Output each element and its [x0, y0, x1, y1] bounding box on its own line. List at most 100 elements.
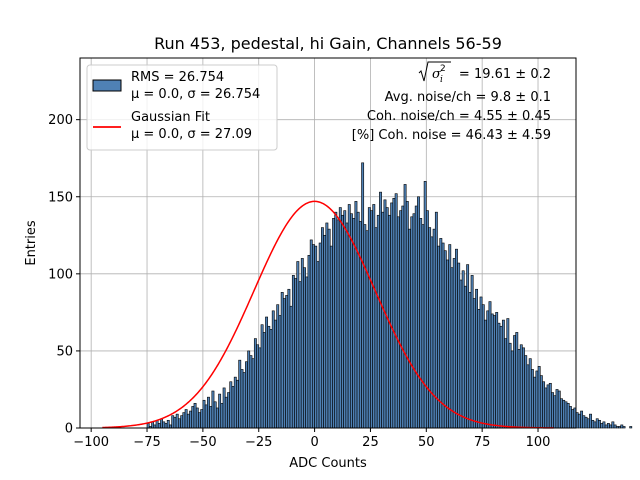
- histogram-bar: [468, 292, 472, 429]
- plot-frame: [79, 57, 577, 429]
- histogram-bar: [517, 349, 521, 429]
- histogram-bar: [289, 305, 293, 429]
- histogram-bar: [615, 426, 619, 429]
- histogram-bar: [580, 410, 584, 429]
- histogram-bar: [173, 416, 177, 429]
- histogram-bar: [598, 419, 601, 429]
- histogram-bar: [606, 423, 610, 429]
- histogram-bar: [595, 418, 599, 429]
- histogram-bar: [171, 415, 175, 429]
- histogram-bar: [564, 401, 568, 429]
- stats-annotation: σ 2 i = 19.61 ± 0.2 Avg. noise/ch = 9.8 …: [352, 61, 551, 143]
- histogram-bar: [213, 401, 217, 429]
- histogram-bar: [508, 342, 512, 429]
- histogram-bar: [249, 355, 253, 429]
- histogram-bar: [394, 193, 398, 429]
- histogram-bar: [481, 304, 485, 429]
- histogram-bar: [338, 207, 342, 429]
- histogram-bar: [367, 207, 371, 429]
- histogram-bar: [504, 338, 508, 429]
- histogram-bar: [274, 319, 277, 429]
- histogram-bar: [356, 211, 360, 429]
- histogram-bar: [408, 228, 411, 429]
- y-tick-label: 0: [65, 422, 73, 437]
- histogram-bar: [629, 426, 633, 429]
- histogram-bar: [374, 227, 378, 429]
- histogram-bar: [584, 416, 588, 429]
- histogram-bar: [557, 390, 561, 429]
- histogram-bar: [506, 318, 510, 429]
- histogram-bar: [278, 315, 282, 429]
- histogram-bar: [501, 319, 505, 429]
- stats-line-3: Coh. noise/ch = 4.55 ± 0.45: [367, 109, 551, 124]
- histogram-bar: [479, 296, 483, 429]
- histogram-bar: [535, 370, 539, 429]
- histogram-bar: [443, 250, 447, 429]
- histogram-bar: [410, 216, 414, 429]
- histogram-bar: [562, 399, 566, 429]
- histogram-bar: [280, 292, 284, 429]
- histogram-bar: [611, 421, 615, 429]
- histogram-bar: [204, 404, 208, 429]
- histogram-bar: [251, 358, 255, 429]
- histogram-bar: [546, 384, 550, 429]
- histogram-bar: [497, 322, 501, 429]
- histogram-bar: [334, 211, 338, 429]
- histogram-bar: [256, 344, 260, 429]
- histogram-bar: [459, 279, 463, 429]
- histogram-bar: [233, 376, 237, 429]
- histogram-bar: [262, 332, 266, 429]
- histogram-bar: [441, 242, 445, 429]
- histogram-bar: [455, 248, 458, 429]
- x-tick-label: 25: [362, 435, 379, 450]
- histogram-bar: [316, 261, 320, 429]
- y-tick-label: 100: [48, 267, 73, 282]
- legend-swatch-histogram: [92, 79, 122, 92]
- histogram-bar: [160, 418, 163, 429]
- histogram-bar: [582, 415, 586, 429]
- histogram-bar: [178, 418, 181, 429]
- x-tick-label: −75: [133, 435, 160, 450]
- histogram-bar: [414, 205, 418, 429]
- histogram-bar: [448, 244, 452, 429]
- histogram-bar: [186, 413, 190, 429]
- sqrt-sigma-symbol: σ 2 i: [418, 61, 451, 85]
- histogram-bar: [551, 392, 554, 429]
- histogram-bar: [354, 201, 358, 429]
- histogram-bar: [189, 410, 193, 429]
- histogram-bar: [493, 315, 496, 429]
- histogram-bar: [271, 310, 275, 429]
- histogram-bar: [325, 222, 329, 429]
- histogram-bar: [396, 216, 400, 429]
- histogram-bar: [419, 218, 423, 429]
- histogram-bar: [253, 338, 257, 429]
- histogram-bar: [510, 350, 514, 429]
- histogram-bar: [318, 242, 322, 429]
- histogram-bar: [376, 214, 380, 429]
- histogram-bar: [604, 424, 608, 429]
- histogram-bar: [428, 227, 432, 429]
- histogram-bar: [622, 426, 626, 429]
- x-tick-label: 100: [526, 435, 551, 450]
- histogram-bar: [332, 218, 336, 429]
- histogram-bar: [195, 407, 199, 429]
- histogram-bar: [238, 359, 242, 429]
- histogram-bar: [602, 421, 606, 429]
- histogram-bar: [236, 379, 239, 429]
- histogram-bar: [202, 399, 206, 429]
- histogram-bar: [488, 301, 492, 429]
- histogram-bar: [463, 285, 467, 429]
- histogram-bar: [294, 278, 298, 429]
- histogram-bar: [421, 224, 425, 429]
- histogram-bar: [613, 424, 617, 429]
- legend-label-fit-params: μ = 0.0, σ = 27.09: [131, 127, 252, 142]
- histogram-bar: [276, 304, 280, 429]
- histogram-bar: [314, 245, 318, 429]
- svg-text:2: 2: [440, 64, 446, 74]
- histogram-bar: [566, 403, 570, 429]
- svg-text:σ: σ: [432, 67, 442, 82]
- histogram-bar: [309, 239, 313, 429]
- histogram-bar: [155, 419, 159, 429]
- histogram-bar: [218, 393, 222, 429]
